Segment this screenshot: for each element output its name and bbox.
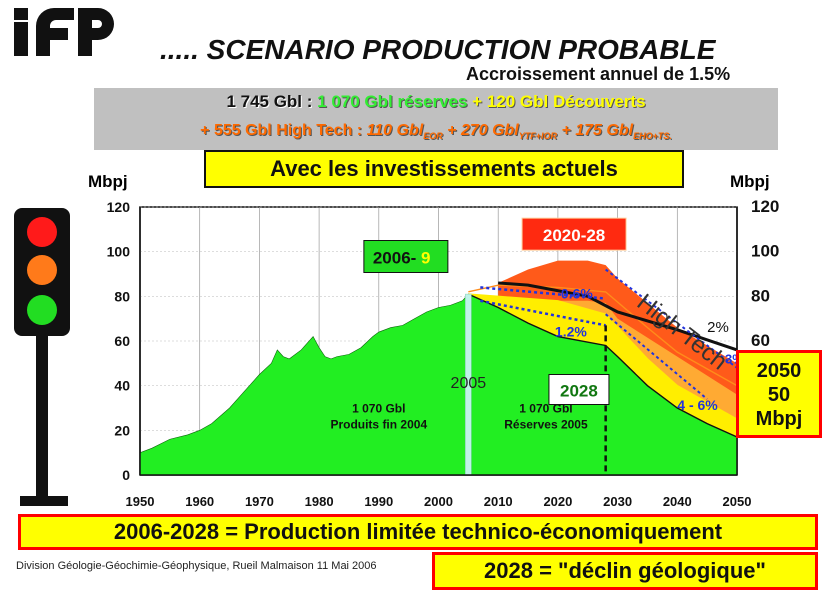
banner-plus: + bbox=[467, 92, 487, 111]
x-tick-label: 2030 bbox=[603, 494, 632, 509]
x-tick-label: 2040 bbox=[663, 494, 692, 509]
x-tick-label: 2020 bbox=[543, 494, 572, 509]
label-2020: 2020-28 bbox=[543, 226, 605, 245]
y-tick-label-right: 60 bbox=[751, 331, 770, 350]
y-tick-label: 40 bbox=[114, 378, 130, 394]
label-reserves: Réserves 2005 bbox=[504, 417, 588, 431]
investment-label: Avec les investissements actuels bbox=[204, 150, 684, 188]
page-subtitle: Accroissement annuel de 1.5% bbox=[466, 64, 731, 84]
y-tick-label-right: 80 bbox=[751, 286, 770, 305]
trend-46 bbox=[605, 313, 708, 400]
y-tick-label: 0 bbox=[122, 467, 130, 483]
banner-eor: 110 GblEOR bbox=[366, 122, 443, 142]
hightech-line: + 555 Gbl High Tech : 110 GblEOR + 270 G… bbox=[94, 122, 778, 141]
x-tick-label: 2000 bbox=[424, 494, 453, 509]
geological-decline-banner: 2028 = "déclin géologique" bbox=[432, 552, 818, 590]
trend-06 bbox=[480, 286, 606, 300]
reserves-summary-line: 1 745 Gbl : 1 070 Gbl réserves + 120 Gbl… bbox=[94, 92, 778, 112]
x-tick-label: 1990 bbox=[364, 494, 393, 509]
label-2pct: 2% bbox=[707, 319, 729, 336]
x-tick-label: 2050 bbox=[723, 494, 752, 509]
banner-ytf: + 270 GblYTF+IOR bbox=[442, 122, 558, 142]
y-tick-label: 120 bbox=[107, 199, 131, 215]
traffic-light-icon bbox=[14, 208, 70, 506]
production-2050-box: 2050 50 Mbpj bbox=[736, 350, 822, 438]
total-reserves: 1 745 Gbl bbox=[226, 92, 303, 111]
reserves-banner: 1 745 Gbl : 1 070 Gbl réserves + 120 Gbl… bbox=[94, 88, 778, 150]
y-tick-label-right: 100 bbox=[751, 242, 779, 261]
label-produits: Produits fin 2004 bbox=[330, 417, 427, 431]
y-tick-label: 100 bbox=[107, 244, 131, 260]
traffic-light-green bbox=[27, 295, 57, 325]
x-tick-label: 1950 bbox=[126, 494, 155, 509]
label-produits: 1 070 Gbl bbox=[352, 401, 405, 415]
label-2028: 2028 bbox=[560, 382, 598, 401]
label-2006: 2006- 9 bbox=[373, 249, 431, 268]
box-2050-value: 50 bbox=[767, 384, 791, 406]
historical-production-area bbox=[139, 293, 469, 476]
series-line-2 bbox=[468, 284, 738, 387]
page-title: ..... SCENARIO PRODUCTION PROBABLE bbox=[160, 34, 716, 65]
series-line-0 bbox=[468, 293, 738, 438]
y-tick-label: 20 bbox=[114, 422, 130, 438]
y-tick-label: 80 bbox=[114, 288, 130, 304]
label-06pct: 0.6% bbox=[561, 286, 593, 302]
y-tick-label: 60 bbox=[114, 333, 130, 349]
box-2020 bbox=[521, 217, 627, 251]
box-2028 bbox=[548, 374, 610, 405]
y-axis-label-right: Mbpj bbox=[730, 172, 770, 191]
traffic-light-red bbox=[27, 217, 57, 247]
banner-reserves: 1 070 Gbl réserves bbox=[317, 92, 468, 111]
box-2050-year: 2050 bbox=[756, 360, 802, 382]
box-2050-unit: Mbpj bbox=[755, 408, 803, 430]
label-2005: 2005 bbox=[451, 375, 487, 392]
banner-discoveries: 120 Gbl Découverts bbox=[486, 92, 646, 111]
production-limit-banner: 2006-2028 = Production limitée technico-… bbox=[18, 514, 818, 550]
ifp-logo bbox=[14, 8, 114, 56]
y-axis-label-left: Mbpj bbox=[88, 172, 128, 191]
label-46pct: 4 - 6% bbox=[677, 397, 718, 413]
box-2006 bbox=[363, 240, 449, 273]
banner-separator: : bbox=[302, 92, 318, 111]
x-tick-label: 1960 bbox=[185, 494, 214, 509]
series-line-3 bbox=[498, 281, 738, 352]
x-tick-label: 1970 bbox=[245, 494, 274, 509]
banner-eho: + 175 GblEHO+TS. bbox=[557, 122, 672, 142]
x-tick-label: 2010 bbox=[484, 494, 513, 509]
label-12pct: 1.2% bbox=[555, 324, 587, 340]
x-tick-label: 1980 bbox=[305, 494, 334, 509]
traffic-light-orange bbox=[27, 255, 57, 285]
footer-credit: Division Géologie-Géochimie-Géophysique,… bbox=[16, 560, 377, 572]
banner-hightech: + 555 Gbl High Tech : bbox=[200, 122, 367, 139]
y-tick-label-right: 120 bbox=[751, 197, 779, 216]
